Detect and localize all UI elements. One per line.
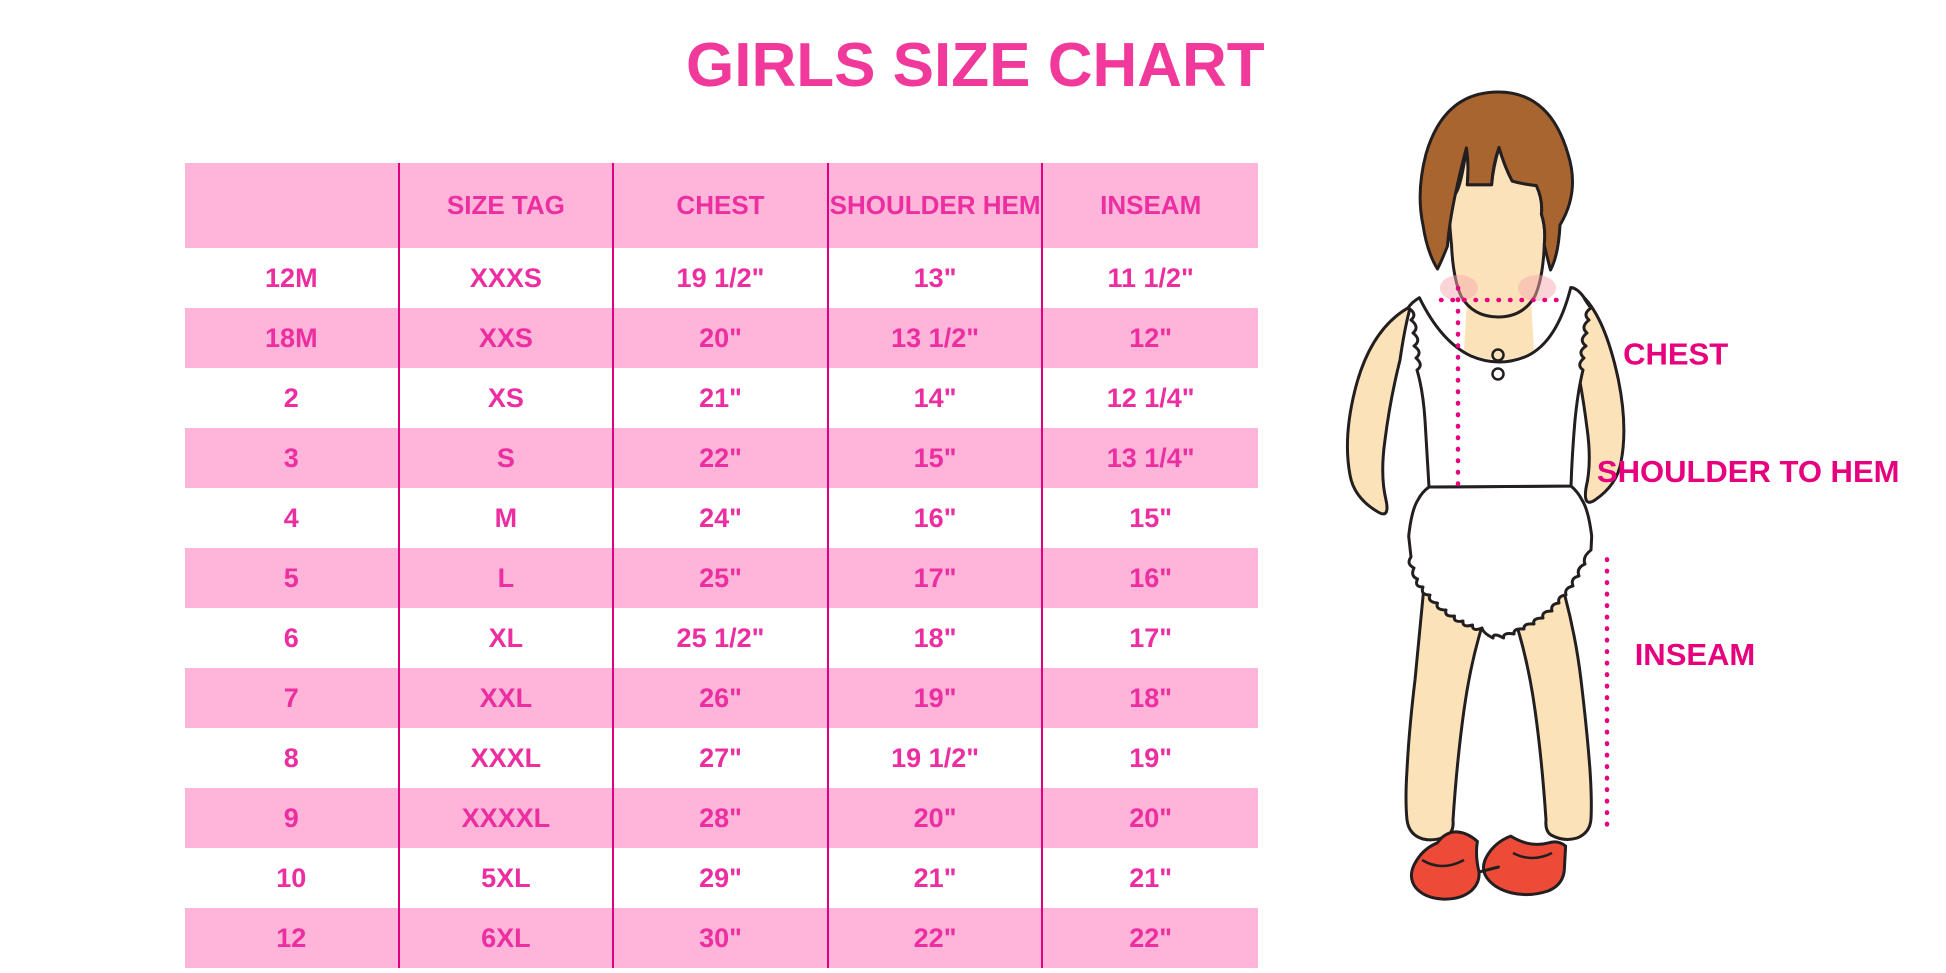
svg-text:CHEST: CHEST (1623, 337, 1728, 372)
svg-text:INSEAM: INSEAM (1635, 637, 1756, 672)
svg-text:SHOULDER TO HEM: SHOULDER TO HEM (1597, 454, 1900, 489)
